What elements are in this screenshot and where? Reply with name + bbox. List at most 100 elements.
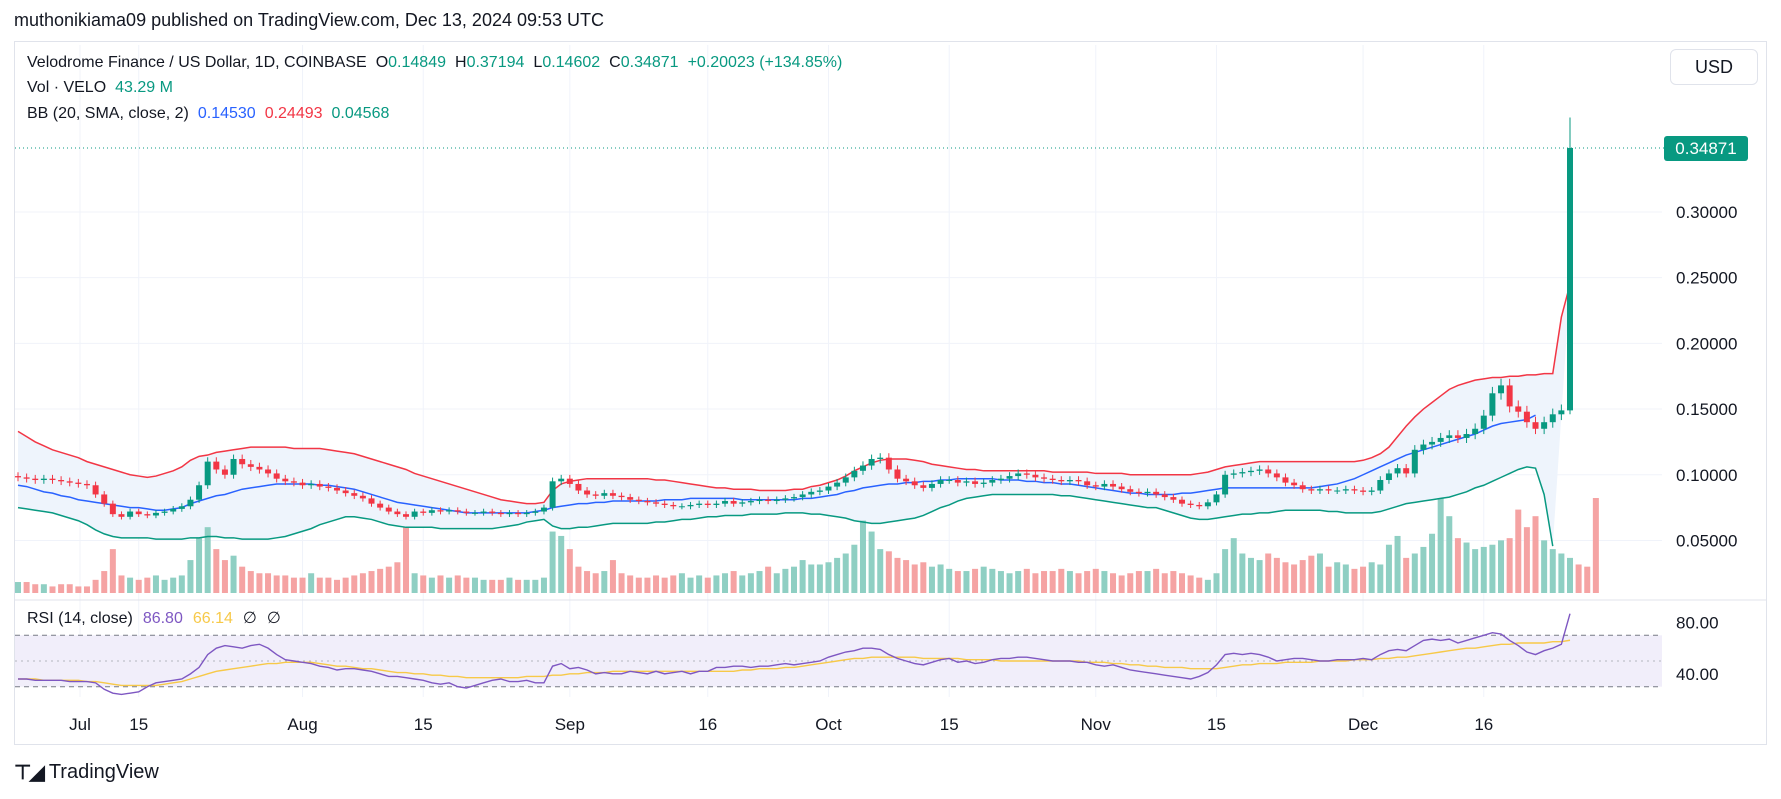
candle-body (1558, 410, 1565, 415)
volume-bar (1437, 498, 1444, 593)
volume-bar (1411, 553, 1418, 593)
candle (1567, 117, 1573, 415)
candle (316, 480, 323, 491)
candle (1239, 468, 1246, 478)
volume-bar (1523, 527, 1530, 593)
candle-body (506, 512, 513, 515)
low-value: 0.14602 (542, 54, 601, 71)
bollinger-legend[interactable]: BB (20, SMA, close, 2) 0.14530 0.24493 0.04… (27, 105, 398, 123)
candle-body (144, 514, 151, 516)
candle-body (118, 514, 125, 517)
candle (1480, 409, 1487, 435)
symbol-legend[interactable]: Velodrome Finance / US Dollar, 1D, COINB… (27, 54, 843, 71)
candle-body (584, 490, 591, 495)
volume-legend[interactable]: Vol · VELO 43.29 M (27, 79, 182, 97)
candle-body (618, 495, 625, 498)
candle-body (1437, 437, 1444, 442)
bb-upper-value: 0.24493 (264, 105, 323, 122)
candle-body (549, 481, 556, 508)
volume-label: Vol · VELO (27, 79, 107, 96)
candle-body (937, 480, 944, 484)
candle (782, 495, 789, 503)
volume-bar (196, 538, 203, 593)
volume-bar (696, 575, 703, 593)
candle (101, 491, 108, 507)
candle (411, 508, 418, 520)
candle-body (808, 491, 815, 495)
candle (1334, 487, 1341, 494)
volume-bar (937, 564, 944, 593)
candle-body (66, 481, 73, 483)
time-axis-tick-label: 15 (940, 715, 959, 734)
volume-bar (1308, 555, 1315, 593)
candle-body (1118, 486, 1125, 490)
symbol-title[interactable]: Velodrome Finance / US Dollar, 1D, COINB… (27, 54, 367, 71)
volume-bar (1230, 538, 1237, 593)
volume-bar (351, 575, 358, 593)
candle-body (1394, 468, 1401, 474)
volume-bar (791, 566, 797, 593)
candle (903, 474, 910, 486)
candle-body (678, 506, 685, 508)
candle-body (359, 495, 366, 499)
candle (1429, 436, 1436, 450)
currency-selector[interactable]: USD (1670, 49, 1758, 85)
candle (1110, 480, 1117, 491)
rsi-legend[interactable]: RSI (14, close) 86.80 66.14 ∅ ∅ (27, 608, 291, 628)
candle-body (1308, 489, 1315, 491)
candle-body (601, 493, 608, 496)
candle-body (1187, 503, 1194, 505)
volume-bar (170, 577, 177, 593)
candle-body (868, 458, 875, 466)
volume-bar (101, 571, 108, 593)
volume-bar (713, 575, 720, 593)
candle (558, 474, 565, 486)
candle (1118, 482, 1125, 493)
candle-body (609, 493, 616, 496)
volume-bar (1265, 553, 1272, 593)
volume-bar (1575, 564, 1582, 593)
candle (66, 477, 73, 487)
candle (678, 503, 685, 510)
candle-body (1066, 480, 1073, 482)
volume-bar (997, 571, 1004, 593)
candle (566, 474, 573, 488)
candle (49, 474, 56, 484)
volume-bar (825, 562, 832, 593)
candle (1523, 405, 1530, 428)
candle-body (1498, 385, 1505, 394)
tradingview-branding[interactable]: ⊤◢ TradingView (14, 760, 159, 785)
volume-bar (515, 579, 522, 593)
candle (1196, 501, 1203, 510)
candle-body (1446, 435, 1453, 438)
candle (497, 510, 504, 517)
candle-body (592, 494, 599, 496)
candle-body (1316, 489, 1323, 491)
candle (1403, 464, 1410, 478)
volume-bar (1196, 577, 1203, 593)
candle-body (851, 470, 858, 478)
candle-body (109, 503, 116, 515)
volume-bar (687, 577, 694, 593)
candle-body (963, 481, 970, 483)
volume-bar (144, 577, 151, 593)
candle (1377, 476, 1384, 494)
volume-bar (316, 577, 323, 593)
candle-body (273, 473, 280, 479)
rsi-extra-1: ∅ (242, 610, 257, 627)
candle (1058, 476, 1065, 486)
candle-body (1385, 473, 1392, 481)
candle (58, 476, 65, 486)
volume-bar (1334, 562, 1341, 593)
time-axis-tick-label: 15 (129, 715, 148, 734)
candle-body (1015, 473, 1022, 477)
candle-body (204, 461, 211, 486)
rsi-ma-line (18, 639, 1571, 687)
candle (1541, 416, 1548, 435)
candle-body (1161, 494, 1168, 498)
volume-bar (1118, 575, 1125, 593)
volume-bar (859, 520, 866, 593)
candle (635, 496, 642, 505)
bb-lower-value: 0.04568 (331, 105, 390, 122)
